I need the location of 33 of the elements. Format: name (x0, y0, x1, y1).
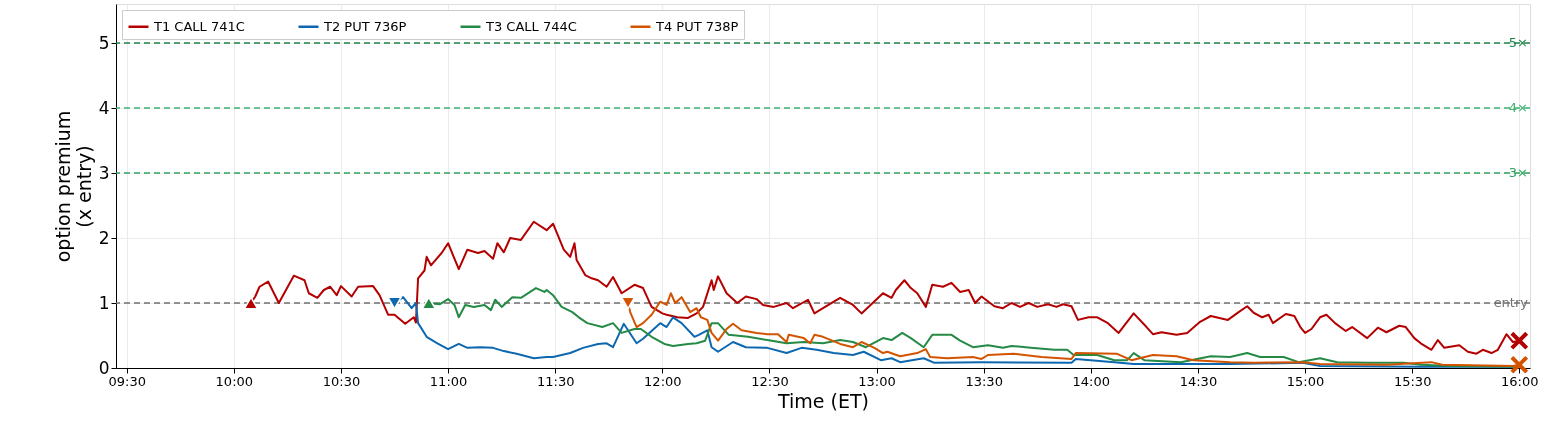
x-axis-title: Time (ET) (777, 389, 869, 412)
x-tick-label: 11:30 (536, 373, 575, 389)
y-tick-label: 2 (98, 227, 110, 248)
x-tick-label: 15:00 (1286, 373, 1325, 389)
y-tick-label: 5 (98, 32, 110, 53)
legend-label: T3 CALL 744C (485, 18, 577, 34)
legend-label: T1 CALL 741C (153, 18, 245, 34)
x-tick-label: 16:00 (1501, 373, 1539, 389)
y-tick-label: 3 (98, 162, 110, 183)
legend-label: T4 PUT 738P (655, 18, 739, 34)
x-tick-label: 13:00 (858, 373, 896, 389)
point (1509, 355, 1529, 375)
ref-line-label: 4× (1508, 100, 1528, 115)
y-axis-title: option premium (x entry) (51, 110, 95, 263)
y-tick-label: 4 (98, 97, 110, 118)
ref-line-label: 5× (1508, 35, 1528, 50)
x-tick-label: 14:00 (1072, 373, 1111, 389)
x-tick-label: 10:30 (322, 373, 361, 389)
x-tick-label: 12:30 (751, 373, 789, 389)
point (1509, 331, 1529, 351)
y-tick-label: 1 (98, 292, 110, 313)
x-tick-label: 12:00 (644, 373, 682, 389)
y-tick-label: 0 (98, 357, 110, 378)
x-tick-label: 15:30 (1393, 373, 1432, 389)
x-tick-label: 09:30 (108, 373, 146, 389)
x-tick-label: 11:00 (429, 373, 468, 389)
x-tick-label: 14:30 (1179, 373, 1218, 389)
ref-line-label: 3× (1508, 165, 1528, 180)
point (243, 296, 259, 310)
legend-label: T2 PUT 736P (323, 18, 407, 34)
x-tick-label: 13:30 (965, 373, 1003, 389)
point (620, 296, 636, 310)
x-tick-label: 10:00 (215, 373, 254, 389)
